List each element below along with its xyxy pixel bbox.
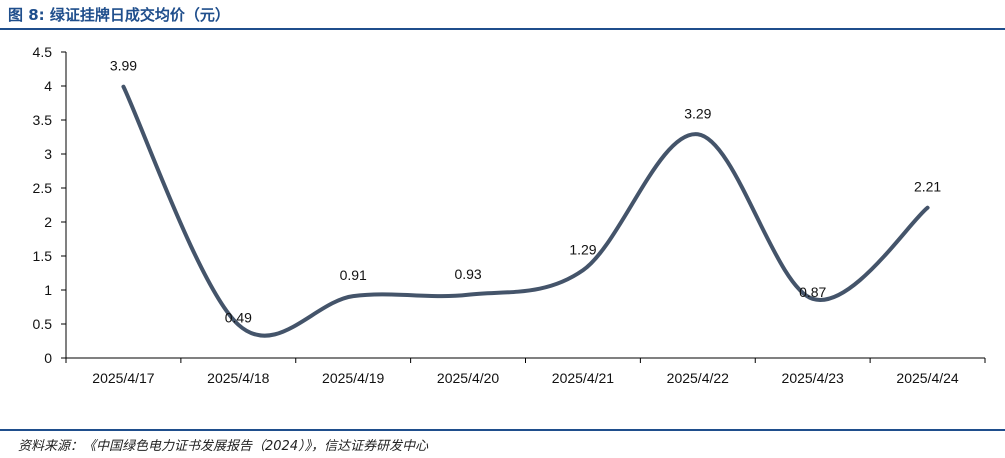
- y-tick-label: 2: [44, 214, 52, 230]
- x-tick-label: 2025/4/22: [667, 370, 729, 386]
- title-rule: [0, 28, 1005, 30]
- y-tick-label: 1.5: [33, 248, 53, 264]
- y-tick-label: 2.5: [33, 180, 53, 196]
- source-note: 资料来源：《中国绿色电力证书发展报告（2024）》，信达证券研发中心: [18, 439, 429, 454]
- x-axis: 2025/4/17 2025/4/18 2025/4/19 2025/4/20 2025…: [65, 357, 986, 386]
- data-labels: 3.99 0.49 0.91 0.93 1.29 3.29 0.87 2.21: [110, 58, 942, 326]
- x-tick-label: 2025/4/24: [896, 370, 958, 386]
- data-label: 0.91: [340, 267, 367, 283]
- y-tick-label: 3: [44, 146, 52, 162]
- x-tick-label: 2025/4/23: [782, 370, 844, 386]
- x-tick-label: 2025/4/17: [92, 370, 154, 386]
- source-rule: [0, 429, 1005, 431]
- y-axis: 0 0.5 1 1.5 2 2.5 3 3.5 4 4.5: [33, 44, 67, 366]
- y-tick-label: 3.5: [33, 112, 53, 128]
- data-label: 2.21: [914, 179, 941, 195]
- x-tick-label: 2025/4/19: [322, 370, 384, 386]
- series-line: [121, 84, 930, 338]
- data-label: 3.29: [684, 105, 711, 121]
- y-tick-label: 4.5: [33, 44, 53, 60]
- x-tick-label: 2025/4/18: [207, 370, 269, 386]
- data-label: 0.87: [799, 284, 826, 300]
- data-label: 0.93: [454, 266, 481, 282]
- series-layer: [121, 84, 930, 338]
- y-tick-label: 4: [44, 78, 52, 94]
- x-tick-label: 2025/4/21: [552, 370, 614, 386]
- y-tick-label: 1: [44, 282, 52, 298]
- x-tick-label: 2025/4/20: [437, 370, 499, 386]
- data-label: 1.29: [569, 241, 596, 257]
- data-label: 0.49: [225, 310, 252, 326]
- data-label: 3.99: [110, 58, 137, 74]
- y-tick-label: 0.5: [33, 316, 53, 332]
- figure-title: 图 8: 绿证挂牌日成交均价（元）: [8, 6, 230, 24]
- line-chart: 00.511.522.533.544.5 2025/4/17 2025/4/18 2…: [33, 44, 986, 386]
- y-tick-label: 0: [44, 350, 52, 366]
